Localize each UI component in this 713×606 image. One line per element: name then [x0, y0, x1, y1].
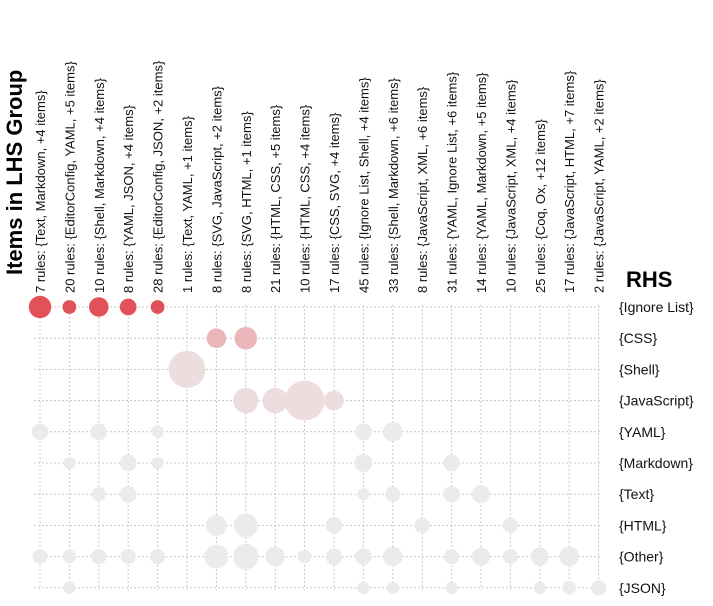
bubble-point — [471, 485, 491, 504]
row-label: {Shell} — [619, 361, 660, 377]
row-label: {Text} — [619, 486, 654, 502]
bubble-point — [150, 300, 165, 314]
bubble-point — [443, 485, 460, 503]
row-label: {JavaScript} — [619, 393, 694, 409]
bubble-point — [385, 486, 401, 502]
bubble-point — [204, 544, 229, 569]
row-label: {Ignore List} — [619, 299, 694, 315]
bubble-point — [383, 546, 403, 567]
row-labels: {Ignore List} {CSS} {Shell} {JavaScript} {YA… — [619, 299, 694, 596]
column-labels: 7 rules: {Text, Markdown, +4 items} 20 ru… — [33, 60, 607, 293]
column-label: 31 rules: {YAML, Ignore List, +6 items} — [445, 71, 460, 293]
x-axis-title: Items in LHS Group — [2, 70, 27, 275]
bubble-point — [354, 453, 373, 473]
bubble-point — [590, 580, 607, 596]
bubble-point — [445, 581, 458, 594]
bubble-point — [149, 548, 166, 565]
bubble-point — [265, 546, 286, 567]
bubble-point — [233, 543, 259, 570]
bubble-point — [355, 548, 372, 565]
bubble-point — [414, 517, 430, 534]
bubble-point — [355, 423, 372, 441]
column-label: 8 rules: {SVG, JavaScript, +2 items} — [209, 85, 224, 293]
bubble-point — [234, 326, 258, 350]
column-label: 8 rules: {SVG, HTML, +1 items} — [239, 111, 254, 293]
bubble-point — [443, 454, 460, 472]
bubble-point — [502, 548, 519, 565]
row-label: {HTML} — [619, 517, 667, 533]
column-label: 17 rules: {JavaScript, HTML, +7 items} — [562, 70, 577, 293]
column-label: 14 rules: {YAML, Markdown, +5 items} — [474, 72, 489, 293]
bubble-point — [324, 390, 344, 411]
bubble-point — [89, 297, 109, 317]
bubble-point — [119, 485, 137, 503]
bubble-point — [31, 423, 49, 441]
column-label: 28 rules: {EditorConfig, JSON, +2 items} — [151, 60, 166, 293]
bubble-point — [151, 456, 164, 470]
column-label: 21 rules: {HTML, CSS, +5 items} — [268, 104, 283, 293]
bubble-point — [28, 295, 52, 319]
column-label: 10 rules: {HTML, CSS, +4 items} — [298, 104, 313, 293]
bubble-point — [559, 546, 579, 567]
bubble-point — [168, 350, 206, 388]
bubble-point — [386, 581, 399, 594]
column-label: 7 rules: {Text, Markdown, +4 items} — [33, 90, 48, 293]
column-label: 20 rules: {EditorConfig, YAML, +5 items} — [62, 61, 77, 293]
bubble-point — [91, 548, 107, 565]
bubble-point — [533, 581, 546, 594]
column-label: 1 rules: {Text, YAML, +1 items} — [180, 115, 195, 293]
bubble-point — [62, 300, 77, 314]
column-label: 33 rules: {Shell, Markdown, +6 items} — [386, 77, 401, 293]
bubble-point — [91, 487, 106, 502]
y-axis-title: RHS — [626, 267, 672, 292]
column-label: 25 rules: {Coq, Ox, +12 items} — [533, 119, 548, 293]
bubble-point — [357, 488, 370, 501]
column-label: 8 rules: {YAML, JSON, +4 items} — [121, 104, 136, 293]
bubble-point — [233, 513, 258, 538]
bubble-point — [233, 387, 259, 414]
grid-lines — [34, 305, 600, 590]
row-label: {JSON} — [619, 580, 666, 596]
bubble-point — [90, 423, 108, 441]
bubble-point — [206, 328, 227, 349]
bubble-point — [443, 548, 460, 565]
column-label: 45 rules: {Ignore List, Shell, +4 items} — [356, 77, 371, 293]
bubble-point — [383, 422, 403, 442]
row-label: {YAML} — [619, 424, 666, 440]
bubble-point — [284, 380, 325, 421]
bubble-point — [357, 581, 370, 594]
row-label: {Markdown} — [619, 455, 693, 471]
bubble-point — [562, 580, 577, 595]
bubble-point — [32, 548, 48, 565]
column-label: 8 rules: {JavaScript, XML, +6 items} — [415, 86, 430, 293]
bubble-point — [62, 549, 77, 564]
column-label: 10 rules: {JavaScript, XML, +4 items} — [503, 79, 518, 293]
bubble-point — [297, 549, 312, 564]
column-label: 10 rules: {Shell, Markdown, +4 items} — [92, 77, 107, 293]
bubble-point — [471, 547, 491, 566]
bubble-points — [28, 295, 607, 596]
bubble-point — [63, 581, 76, 594]
bubble-point — [262, 387, 288, 414]
bubble-point — [325, 548, 343, 565]
bubble-point — [119, 454, 137, 472]
bubble-point — [119, 298, 137, 316]
bubble-point — [205, 514, 227, 536]
bubble-point — [120, 548, 136, 565]
bubble-point — [502, 517, 519, 534]
bubble-point — [63, 456, 76, 470]
bubble-point — [530, 547, 549, 566]
row-label: {CSS} — [619, 330, 657, 346]
bubble-point — [151, 425, 164, 438]
column-label: 17 rules: {CSS, SVG, +4 items} — [327, 112, 342, 293]
row-label: {Other} — [619, 549, 664, 565]
bubble-point — [325, 517, 343, 534]
column-label: 2 rules: {JavaScript, YAML, +2 items} — [592, 79, 607, 293]
